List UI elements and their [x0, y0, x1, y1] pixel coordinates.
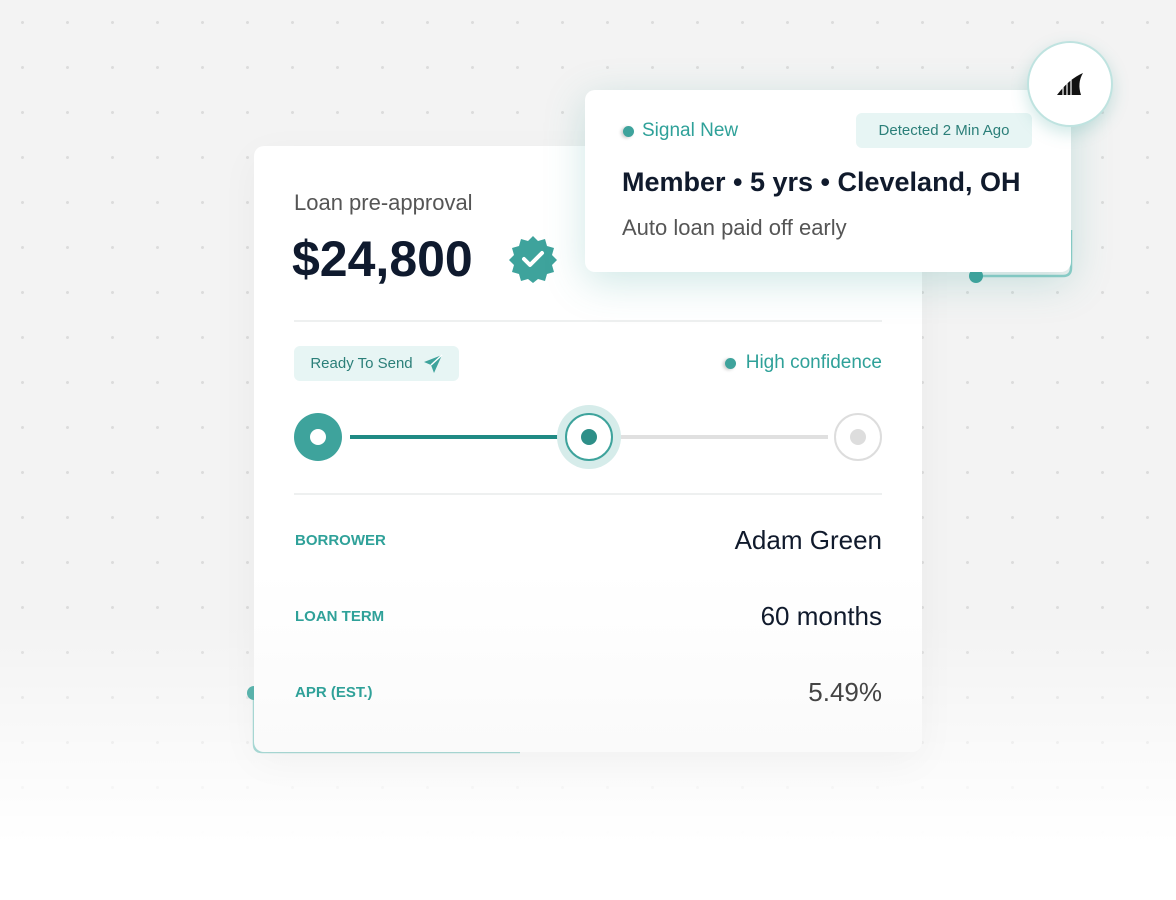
- logo-badge: [1027, 41, 1113, 127]
- progress-steps: [294, 405, 882, 469]
- signal-tag: Signal New: [623, 120, 738, 142]
- confidence: High confidence: [724, 352, 882, 374]
- verified-badge: [509, 236, 557, 283]
- status-pill: Ready To Send: [294, 346, 459, 381]
- detail-label: LOAN TERM: [295, 608, 385, 625]
- detail-label: APR (EST.): [295, 684, 373, 701]
- signal-tag-text: Signal New: [642, 120, 739, 141]
- loan-card: Loan pre-approval $24,800 Ready To Send …: [254, 146, 922, 752]
- signal-detail: Auto loan paid off early: [622, 215, 847, 240]
- loan-label: Loan pre-approval: [294, 190, 473, 215]
- detail-label: BORROWER: [295, 532, 386, 549]
- divider: [294, 320, 882, 322]
- send-icon: [423, 353, 443, 373]
- time-pill: Detected 2 Min Ago: [856, 113, 1032, 148]
- divider: [294, 493, 882, 495]
- signal-headline: Member • 5 yrs • Cleveland, OH: [622, 167, 1021, 197]
- detail-value: Adam Green: [734, 525, 882, 555]
- loan-amount: $24,800: [292, 231, 473, 287]
- detail-value: 60 months: [760, 601, 882, 631]
- time-text: Detected 2 Min Ago: [878, 122, 1010, 139]
- confidence-text: High confidence: [745, 352, 882, 373]
- signal-card: Signal New Detected 2 Min Ago Member • 5…: [585, 90, 1071, 272]
- detail-value: 5.49%: [808, 677, 882, 707]
- signal-dot: [623, 125, 634, 137]
- logo-icon: [1057, 73, 1083, 95]
- confidence-dot: [724, 357, 736, 369]
- status-text: Ready To Send: [310, 355, 413, 372]
